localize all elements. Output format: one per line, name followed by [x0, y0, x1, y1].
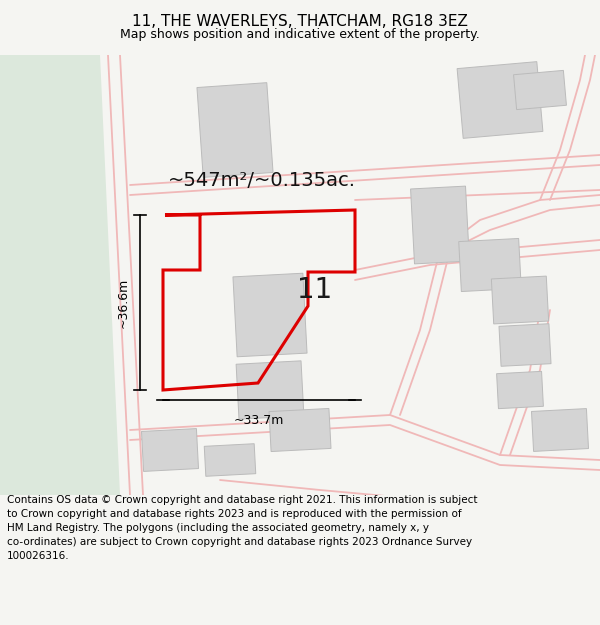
Text: Map shows position and indicative extent of the property.: Map shows position and indicative extent…: [120, 28, 480, 41]
Text: ~36.6m: ~36.6m: [117, 278, 130, 328]
Polygon shape: [497, 371, 544, 409]
Polygon shape: [491, 276, 548, 324]
Polygon shape: [233, 273, 307, 357]
Polygon shape: [236, 361, 304, 419]
Text: 11: 11: [298, 276, 332, 304]
Polygon shape: [269, 409, 331, 451]
Text: ~33.7m: ~33.7m: [234, 414, 284, 427]
Polygon shape: [142, 429, 199, 471]
Polygon shape: [0, 55, 120, 495]
Polygon shape: [532, 409, 589, 451]
Polygon shape: [459, 239, 521, 291]
Polygon shape: [204, 444, 256, 476]
Polygon shape: [410, 186, 469, 264]
Text: Contains OS data © Crown copyright and database right 2021. This information is : Contains OS data © Crown copyright and d…: [7, 495, 478, 561]
Polygon shape: [197, 82, 273, 178]
Polygon shape: [514, 71, 566, 109]
Text: 11, THE WAVERLEYS, THATCHAM, RG18 3EZ: 11, THE WAVERLEYS, THATCHAM, RG18 3EZ: [132, 14, 468, 29]
Text: ~547m²/~0.135ac.: ~547m²/~0.135ac.: [168, 171, 356, 189]
Polygon shape: [457, 62, 543, 138]
Polygon shape: [499, 324, 551, 366]
